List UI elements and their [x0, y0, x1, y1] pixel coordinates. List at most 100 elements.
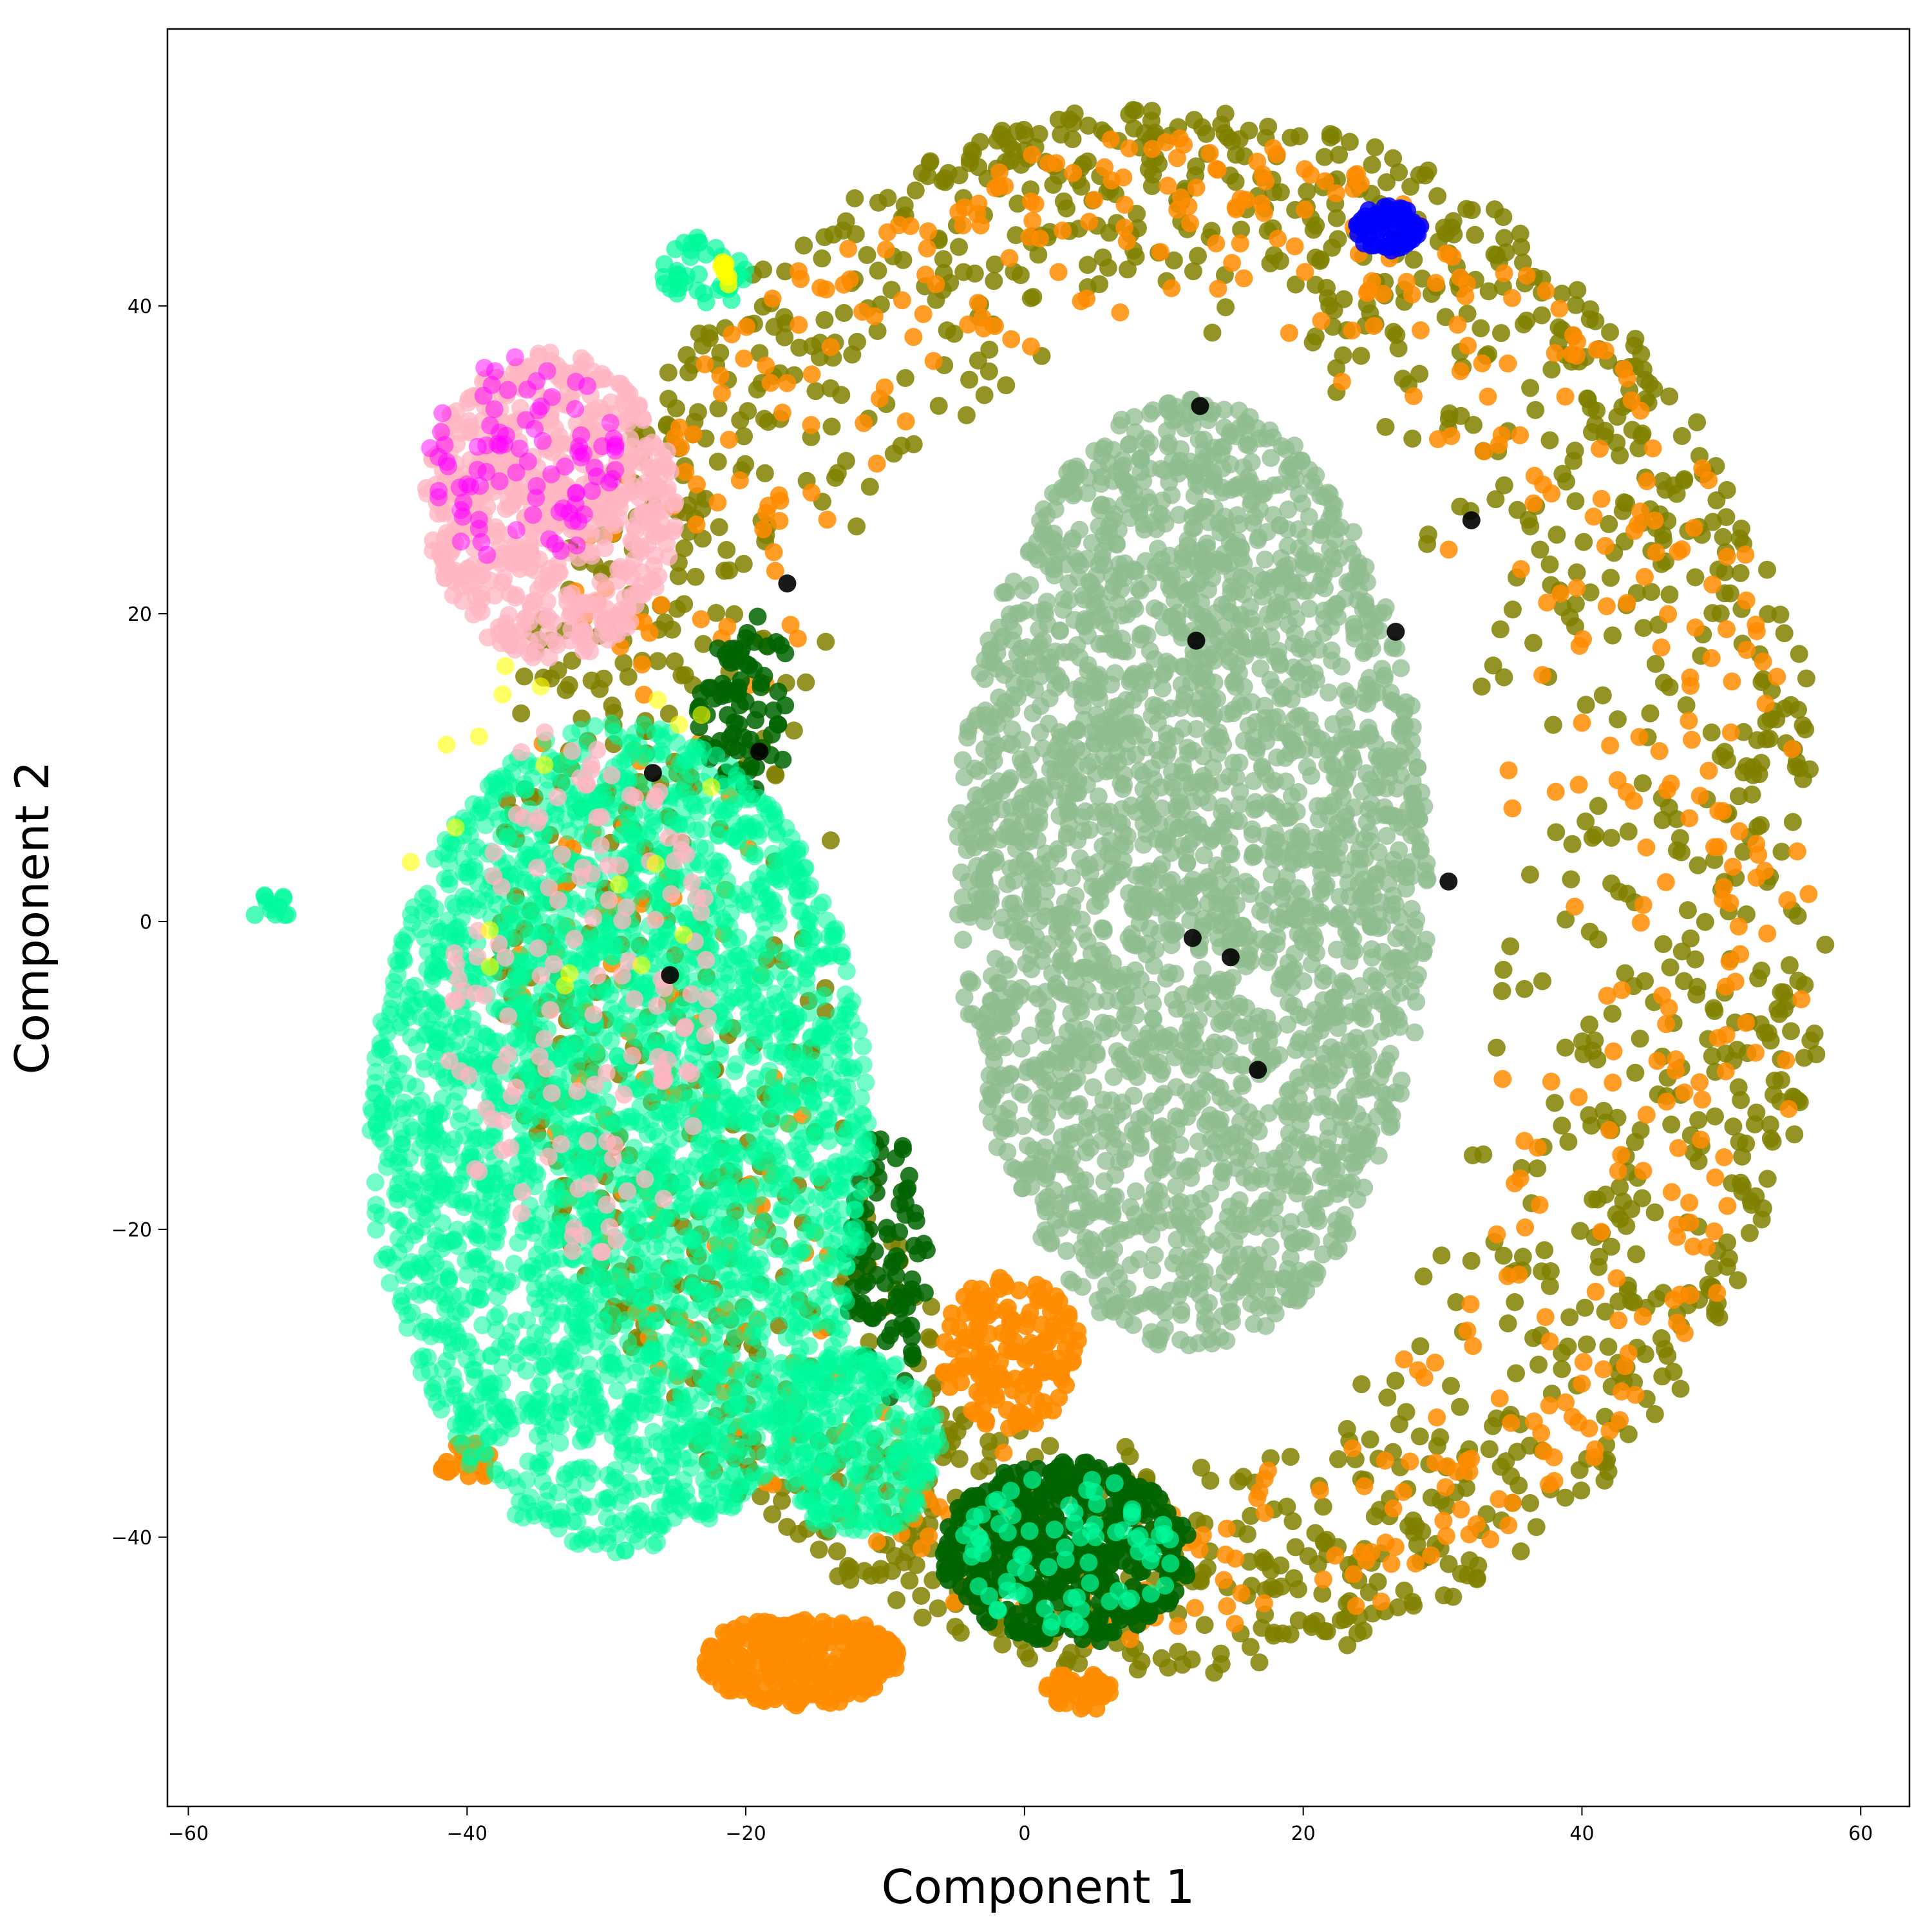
scatter-point [1600, 515, 1618, 533]
scatter-point [846, 189, 864, 207]
scatter-point [1535, 1241, 1554, 1260]
scatter-point [1014, 1117, 1032, 1135]
scatter-point [1111, 303, 1130, 322]
scatter-point [735, 349, 753, 368]
scatter-point [1144, 401, 1162, 420]
scatter-point [1495, 476, 1513, 495]
scatter-point [1486, 490, 1505, 509]
scatter-point [688, 403, 707, 421]
scatter-point [755, 464, 774, 482]
scatter-point [659, 363, 677, 382]
scatter-point [1626, 1385, 1645, 1404]
scatter-point [1023, 146, 1041, 164]
scatter-point [1613, 981, 1631, 999]
scatter-point [1232, 220, 1251, 239]
scatter-point [971, 1354, 989, 1372]
scatter-point [1167, 1177, 1186, 1195]
scatter-point [1714, 528, 1732, 546]
scatter-point [1524, 494, 1543, 513]
scatter-point [1726, 972, 1745, 991]
scatter-point [1085, 191, 1103, 209]
scatter-point [1612, 1382, 1631, 1401]
scatter-point [1235, 1168, 1254, 1187]
scatter-point [1488, 246, 1506, 265]
scatter-point [1101, 130, 1120, 149]
scatter-point [1631, 1029, 1649, 1048]
scatter-point [1209, 279, 1227, 298]
scatter-point [770, 1631, 788, 1649]
scatter-point [1428, 1437, 1446, 1455]
scatter-point [1771, 605, 1790, 624]
scatter-point [708, 493, 727, 512]
scatter-point [675, 595, 694, 614]
scatter-point [1528, 1139, 1547, 1157]
scatter-point [1481, 1530, 1500, 1549]
scatter-point [1327, 209, 1346, 227]
scatter-point [949, 1357, 967, 1376]
scatter-point [761, 1667, 780, 1685]
scatter-point [1678, 901, 1697, 920]
scatter-point [1046, 772, 1065, 790]
scatter-point [1603, 1005, 1622, 1023]
scatter-point [730, 471, 749, 489]
scatter-point [1121, 1644, 1140, 1663]
scatter-point [1274, 965, 1293, 983]
scatter-point [1617, 782, 1636, 801]
scatter-point [1736, 545, 1755, 564]
scatter-point [1789, 701, 1807, 719]
scatter-point [1347, 1596, 1365, 1615]
scatter-point [789, 1613, 808, 1632]
scatter-point [1094, 802, 1112, 820]
scatter-point [1101, 726, 1120, 744]
scatter-point [1151, 1160, 1170, 1179]
scatter-point [813, 249, 831, 268]
scatter-point [1472, 319, 1490, 337]
scatter-point [1507, 1364, 1525, 1383]
scatter-point [1556, 387, 1575, 406]
scatter-point [1607, 1205, 1625, 1224]
scatter-point [1134, 780, 1153, 799]
scatter-point [1361, 726, 1380, 745]
scatter-point [1716, 1044, 1735, 1063]
scatter-point [971, 1280, 990, 1298]
scatter-point [1151, 243, 1170, 261]
scatter-point [1428, 187, 1447, 205]
scatter-point [1363, 155, 1381, 174]
scatter-point [1271, 1556, 1290, 1575]
scatter-point [795, 236, 813, 255]
scatter-point [1643, 439, 1662, 458]
scatter-point [979, 833, 997, 852]
scatter-point [713, 384, 731, 402]
scatter-point [1375, 667, 1394, 685]
scatter-point [1185, 111, 1204, 129]
scatter-point [1215, 1035, 1233, 1054]
scatter-point [1330, 146, 1349, 164]
scatter-point [1586, 415, 1605, 433]
scatter-point [1223, 254, 1242, 272]
scatter-point [963, 974, 981, 992]
scatter-point [1664, 476, 1683, 495]
scatter-point [1592, 1222, 1611, 1241]
scatter-point [1411, 1337, 1430, 1356]
scatter-point [1084, 734, 1103, 752]
scatter-point [1201, 1184, 1220, 1203]
scatter-point [1617, 1217, 1636, 1235]
scatter-point [940, 1378, 959, 1396]
scatter-point [1607, 1269, 1626, 1287]
scatter-point [1128, 1660, 1147, 1679]
scatter-point [1378, 1388, 1397, 1407]
scatter-point [1654, 935, 1672, 953]
scatter-point [1036, 605, 1054, 623]
scatter-point [757, 356, 775, 375]
scatter-point [1057, 1376, 1075, 1394]
scatter-point [1034, 1353, 1052, 1372]
scatter-point [1737, 591, 1756, 610]
scatter-point [1528, 1159, 1547, 1178]
scatter-point [1079, 656, 1097, 674]
scatter-point [1218, 1208, 1237, 1226]
scatter-point [1756, 862, 1774, 880]
scatter-point [1020, 228, 1039, 246]
scatter-point [1179, 744, 1197, 762]
scatter-point [1723, 672, 1741, 691]
scatter-point [1049, 840, 1067, 858]
